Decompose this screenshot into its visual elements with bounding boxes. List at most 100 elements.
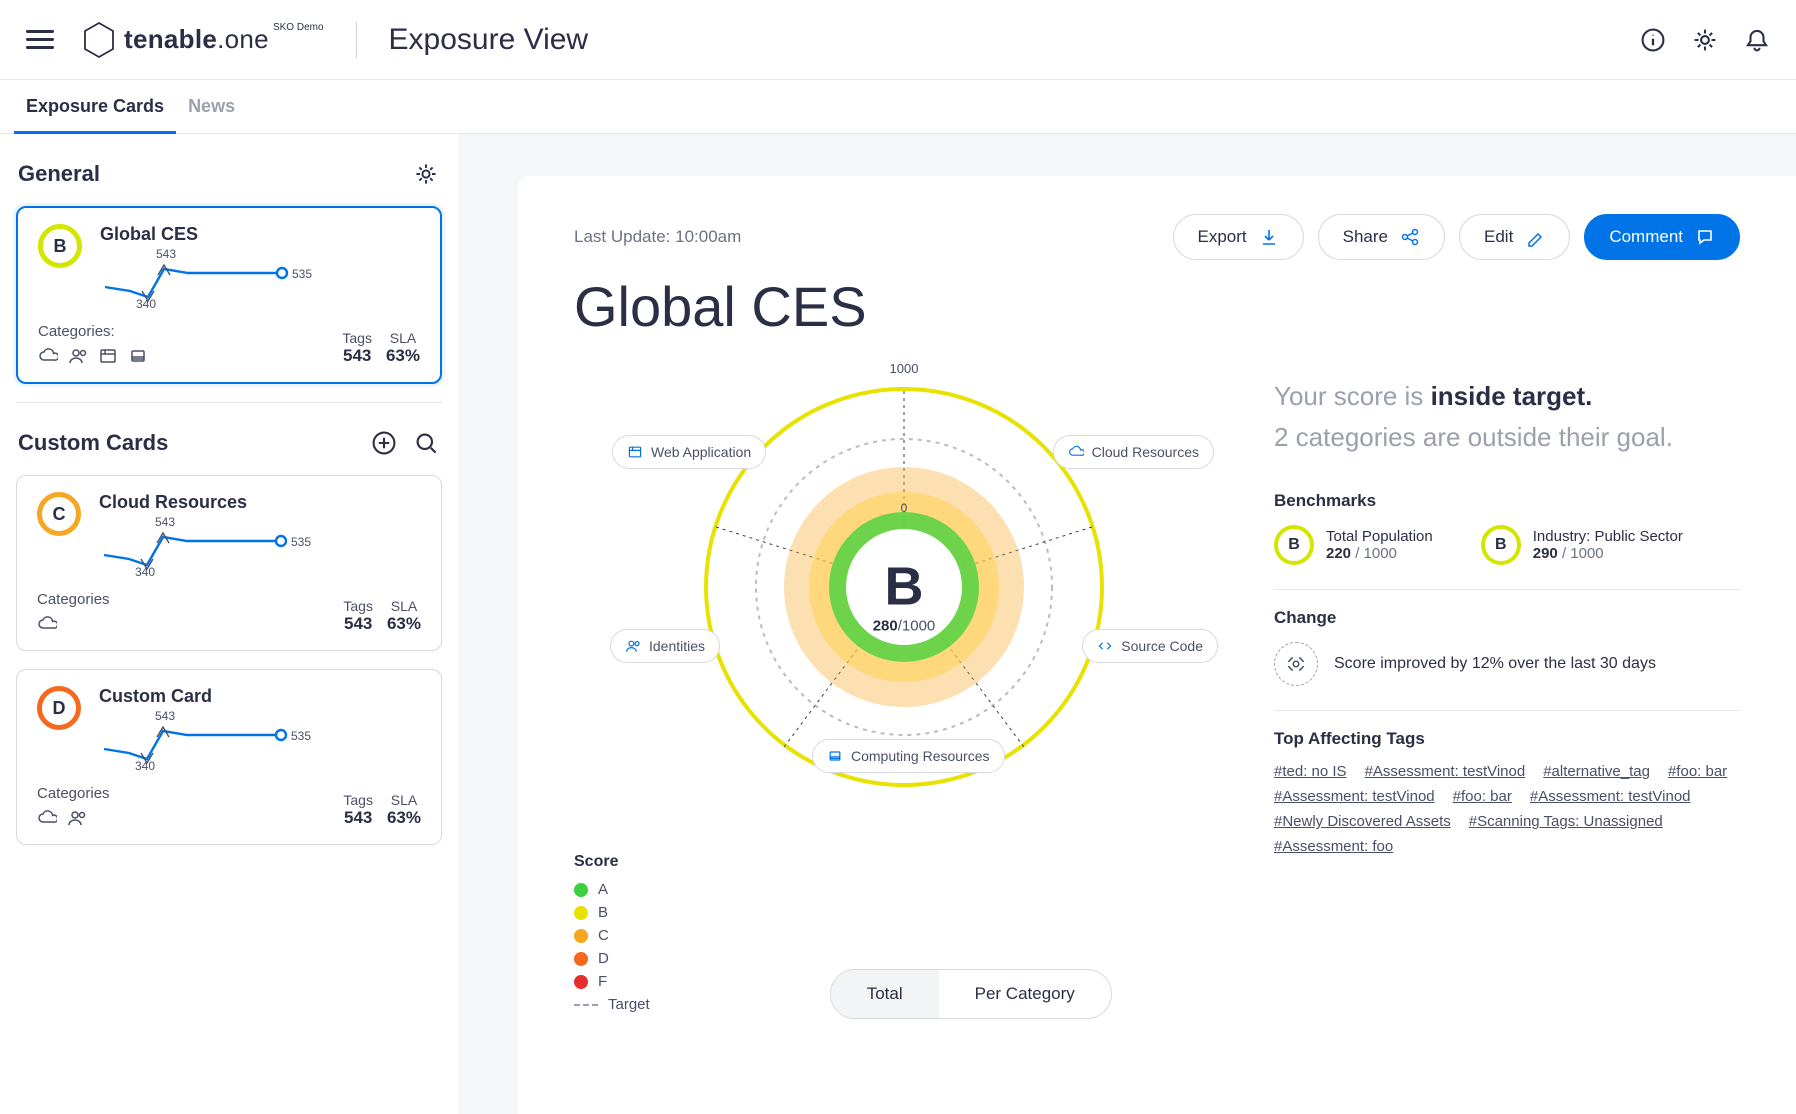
settings-icon[interactable]: [1692, 27, 1718, 53]
category-icons: [37, 808, 110, 828]
webapp-icon: [98, 346, 118, 366]
radial-label-source-code[interactable]: Source Code: [1082, 629, 1218, 663]
radial-chart: 1000 0 B 280/1000 Web Application Cloud …: [594, 367, 1214, 827]
top-tabs: Exposure Cards News: [0, 80, 1796, 134]
view-toggle: Total Per Category: [830, 969, 1112, 1019]
tag-link[interactable]: #Assessment: foo: [1274, 838, 1393, 855]
compute-icon: [128, 346, 148, 366]
comment-button[interactable]: Comment: [1584, 214, 1740, 260]
cloud-icon: [37, 808, 57, 828]
sparkline: 543 340 535: [100, 251, 320, 313]
tag-link[interactable]: #foo: bar: [1453, 788, 1512, 805]
benchmarks-title: Benchmarks: [1274, 491, 1740, 511]
sidebar: General B Global CES 543 340 535: [0, 134, 458, 1114]
card-title: Global CES: [100, 224, 420, 245]
grade-ring: D: [37, 686, 81, 730]
sidebar-divider: [16, 402, 442, 403]
target-dash-icon: [574, 1004, 598, 1006]
category-icons: [37, 614, 110, 634]
sidebar-section-general-title: General: [18, 161, 100, 187]
sparkline: 543 340 535: [99, 519, 319, 581]
radial-label-computing-resources[interactable]: Computing Resources: [812, 739, 1005, 773]
grade-ring: C: [37, 492, 81, 536]
sidebar-card-cloud-resources[interactable]: C Cloud Resources 543 340 535 Categories: [16, 475, 442, 651]
add-card-icon[interactable]: [370, 429, 398, 457]
legend-dot-A: [574, 883, 588, 897]
search-cards-icon[interactable]: [412, 429, 440, 457]
radial-score: 280/1000: [873, 618, 936, 635]
category-icons: [38, 346, 148, 366]
categories-label: Categories: [37, 785, 110, 802]
radial-label-web-application[interactable]: Web Application: [612, 435, 766, 469]
tag-link[interactable]: #Scanning Tags: Unassigned: [1469, 813, 1663, 830]
app-header: tenable.one SKO Demo Exposure View: [0, 0, 1796, 80]
benchmark-label: Industry: Public Sector: [1533, 528, 1683, 545]
tag-link[interactable]: #Assessment: testVinod: [1530, 788, 1691, 805]
tab-news[interactable]: News: [176, 80, 247, 133]
benchmark-item: B Total Population 220 / 1000: [1274, 525, 1433, 565]
score-summary-line1: Your score is inside target.: [1274, 379, 1740, 414]
toggle-total[interactable]: Total: [831, 970, 939, 1018]
main-panel: Last Update: 10:00am Export Share Edit C…: [518, 176, 1796, 1114]
radial-label-identities[interactable]: Identities: [610, 629, 720, 663]
radial-grade: B: [873, 560, 936, 614]
change-icon: [1274, 642, 1318, 686]
share-button[interactable]: Share: [1318, 214, 1445, 260]
top-tags-title: Top Affecting Tags: [1274, 729, 1740, 749]
benchmark-value: 220 / 1000: [1326, 545, 1433, 562]
benchmark-label: Total Population: [1326, 528, 1433, 545]
tag-link[interactable]: #alternative_tag: [1543, 763, 1650, 780]
info-icon[interactable]: [1640, 27, 1666, 53]
export-button[interactable]: Export: [1173, 214, 1304, 260]
tag-link[interactable]: #Newly Discovered Assets: [1274, 813, 1451, 830]
categories-label: Categories: [37, 591, 110, 608]
users-icon: [68, 346, 88, 366]
benchmark-grade-ring: B: [1481, 525, 1521, 565]
card-title: Cloud Resources: [99, 492, 421, 513]
legend-label-A: A: [598, 881, 608, 898]
edit-button[interactable]: Edit: [1459, 214, 1570, 260]
tag-link[interactable]: #foo: bar: [1668, 763, 1727, 780]
sidebar-card-custom-card[interactable]: D Custom Card 543 340 535 Categories Tag: [16, 669, 442, 845]
brand-logo-icon: [82, 21, 116, 59]
cloud-icon: [37, 614, 57, 634]
radial-center: B 280/1000: [873, 560, 936, 635]
categories-label: Categories:: [38, 323, 148, 340]
score-legend: Score ABCDF Target: [574, 853, 650, 1019]
tag-link[interactable]: #Assessment: testVinod: [1274, 788, 1435, 805]
tag-link[interactable]: #Assessment: testVinod: [1365, 763, 1526, 780]
sidebar-section-custom-title: Custom Cards: [18, 430, 168, 456]
page-title: Exposure View: [389, 23, 589, 57]
users-icon: [67, 808, 87, 828]
legend-dot-B: [574, 906, 588, 920]
exposure-card-title: Global CES: [574, 274, 1740, 339]
sidebar-card-global-ces[interactable]: B Global CES 543 340 535 Categories: Tag: [16, 206, 442, 384]
general-settings-icon[interactable]: [412, 160, 440, 188]
legend-dot-F: [574, 975, 588, 989]
benchmark-item: B Industry: Public Sector 290 / 1000: [1481, 525, 1683, 565]
last-update: Last Update: 10:00am: [574, 227, 741, 247]
legend-dot-C: [574, 929, 588, 943]
legend-target-label: Target: [608, 996, 650, 1013]
grade-ring: B: [38, 224, 82, 268]
radial-zero-label: 0: [901, 501, 908, 515]
brand-text: tenable.one: [124, 24, 269, 55]
change-text: Score improved by 12% over the last 30 d…: [1334, 655, 1656, 673]
legend-label-D: D: [598, 950, 609, 967]
tag-link[interactable]: #ted: no IS: [1274, 763, 1347, 780]
legend-label-F: F: [598, 973, 607, 990]
tab-exposure-cards[interactable]: Exposure Cards: [14, 80, 176, 133]
demo-badge: SKO Demo: [273, 22, 324, 33]
radial-label-cloud-resources[interactable]: Cloud Resources: [1053, 435, 1214, 469]
legend-dot-D: [574, 952, 588, 966]
score-legend-title: Score: [574, 853, 650, 871]
cloud-icon: [38, 346, 58, 366]
card-title: Custom Card: [99, 686, 421, 707]
benchmark-grade-ring: B: [1274, 525, 1314, 565]
radial-max-label: 1000: [890, 361, 919, 376]
score-summary-line2: 2 categories are outside their goal.: [1274, 420, 1740, 455]
menu-icon[interactable]: [26, 30, 54, 50]
legend-label-B: B: [598, 904, 608, 921]
notifications-icon[interactable]: [1744, 27, 1770, 53]
toggle-per-category[interactable]: Per Category: [939, 970, 1111, 1018]
